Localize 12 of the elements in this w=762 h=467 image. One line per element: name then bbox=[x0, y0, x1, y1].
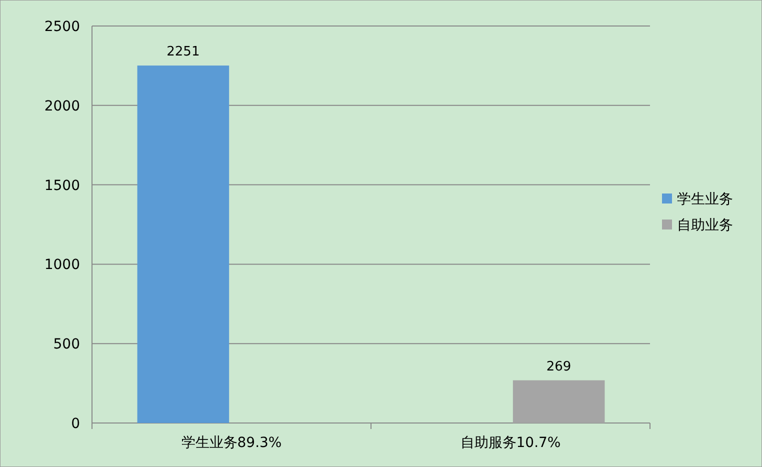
legend-label: 自助业务 bbox=[677, 218, 733, 234]
y-tick-label: 1000 bbox=[44, 257, 80, 274]
y-tick-label: 2500 bbox=[44, 19, 80, 35]
x-tick-label: 学生业务89.3% bbox=[181, 435, 282, 451]
data-label: 2251 bbox=[166, 44, 200, 60]
y-tick-label: 2000 bbox=[44, 98, 80, 114]
x-tick-label: 自助服务10.7% bbox=[460, 435, 561, 451]
y-tick-label: 0 bbox=[71, 416, 80, 432]
legend-label: 学生业务 bbox=[677, 192, 733, 208]
y-tick-label: 500 bbox=[53, 336, 80, 353]
data-label: 269 bbox=[546, 359, 572, 374]
y-tick-label: 1500 bbox=[44, 178, 80, 194]
